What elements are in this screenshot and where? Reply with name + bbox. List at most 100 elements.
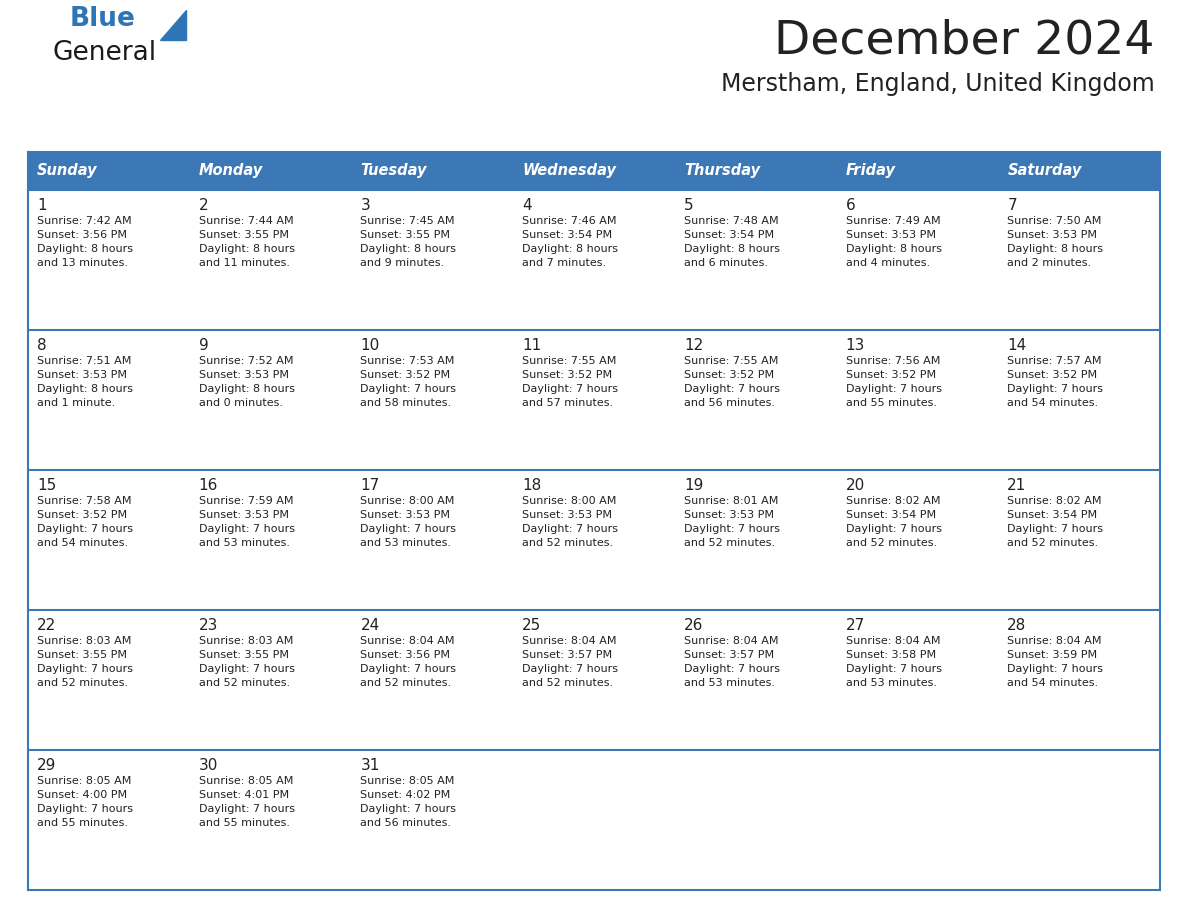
Polygon shape <box>160 10 187 40</box>
Text: Daylight: 7 hours: Daylight: 7 hours <box>198 804 295 814</box>
Text: Thursday: Thursday <box>684 163 760 178</box>
Text: Sunset: 3:53 PM: Sunset: 3:53 PM <box>523 510 612 520</box>
Text: December 2024: December 2024 <box>775 18 1155 63</box>
Bar <box>998 190 1159 330</box>
Text: Daylight: 7 hours: Daylight: 7 hours <box>523 524 618 534</box>
Text: and 52 minutes.: and 52 minutes. <box>684 538 775 548</box>
Text: Sunset: 3:56 PM: Sunset: 3:56 PM <box>37 230 127 240</box>
Bar <box>352 750 513 890</box>
Text: Daylight: 7 hours: Daylight: 7 hours <box>37 664 133 674</box>
Text: and 55 minutes.: and 55 minutes. <box>846 398 936 408</box>
Text: 22: 22 <box>37 618 56 633</box>
Text: Sunset: 3:52 PM: Sunset: 3:52 PM <box>37 510 127 520</box>
Text: and 2 minutes.: and 2 minutes. <box>1007 258 1092 268</box>
Text: Sunset: 3:56 PM: Sunset: 3:56 PM <box>360 650 450 660</box>
Text: Sunset: 3:57 PM: Sunset: 3:57 PM <box>684 650 775 660</box>
Text: and 55 minutes.: and 55 minutes. <box>37 818 128 828</box>
Text: Sunday: Sunday <box>37 163 97 178</box>
Text: Sunset: 4:01 PM: Sunset: 4:01 PM <box>198 790 289 800</box>
Text: Daylight: 7 hours: Daylight: 7 hours <box>684 664 779 674</box>
Text: Sunrise: 7:58 AM: Sunrise: 7:58 AM <box>37 496 132 506</box>
Bar <box>29 470 190 610</box>
Text: Sunrise: 8:03 AM: Sunrise: 8:03 AM <box>37 636 132 646</box>
Bar <box>190 190 352 330</box>
Bar <box>513 610 675 750</box>
Text: Sunrise: 7:44 AM: Sunrise: 7:44 AM <box>198 216 293 226</box>
Text: Sunrise: 8:05 AM: Sunrise: 8:05 AM <box>360 776 455 786</box>
Text: 14: 14 <box>1007 338 1026 353</box>
Text: General: General <box>52 40 156 66</box>
Text: Sunrise: 8:03 AM: Sunrise: 8:03 AM <box>198 636 293 646</box>
Text: and 55 minutes.: and 55 minutes. <box>198 818 290 828</box>
Text: 13: 13 <box>846 338 865 353</box>
Bar <box>352 330 513 470</box>
Text: Sunrise: 8:04 AM: Sunrise: 8:04 AM <box>684 636 778 646</box>
Bar <box>513 470 675 610</box>
Bar <box>998 750 1159 890</box>
Text: 1: 1 <box>37 198 46 213</box>
Text: Daylight: 7 hours: Daylight: 7 hours <box>1007 524 1104 534</box>
Text: Sunset: 3:58 PM: Sunset: 3:58 PM <box>846 650 936 660</box>
Text: Sunset: 3:57 PM: Sunset: 3:57 PM <box>523 650 612 660</box>
Text: 3: 3 <box>360 198 371 213</box>
Text: Sunset: 4:02 PM: Sunset: 4:02 PM <box>360 790 450 800</box>
Text: Daylight: 7 hours: Daylight: 7 hours <box>37 524 133 534</box>
Text: Daylight: 8 hours: Daylight: 8 hours <box>846 244 942 254</box>
Text: Daylight: 7 hours: Daylight: 7 hours <box>360 804 456 814</box>
Bar <box>352 190 513 330</box>
Text: Sunset: 3:54 PM: Sunset: 3:54 PM <box>1007 510 1098 520</box>
Bar <box>675 330 836 470</box>
Text: Sunrise: 7:53 AM: Sunrise: 7:53 AM <box>360 356 455 366</box>
Text: Sunrise: 7:56 AM: Sunrise: 7:56 AM <box>846 356 940 366</box>
Text: Sunrise: 7:46 AM: Sunrise: 7:46 AM <box>523 216 617 226</box>
Bar <box>513 750 675 890</box>
Text: 11: 11 <box>523 338 542 353</box>
Text: Sunrise: 8:00 AM: Sunrise: 8:00 AM <box>360 496 455 506</box>
Text: and 1 minute.: and 1 minute. <box>37 398 115 408</box>
Text: 2: 2 <box>198 198 208 213</box>
Text: and 9 minutes.: and 9 minutes. <box>360 258 444 268</box>
Text: Sunset: 3:54 PM: Sunset: 3:54 PM <box>523 230 612 240</box>
Text: 17: 17 <box>360 478 380 493</box>
Text: Friday: Friday <box>846 163 896 178</box>
Text: Sunrise: 7:55 AM: Sunrise: 7:55 AM <box>523 356 617 366</box>
Text: Sunset: 4:00 PM: Sunset: 4:00 PM <box>37 790 127 800</box>
Bar <box>29 750 190 890</box>
Text: and 11 minutes.: and 11 minutes. <box>198 258 290 268</box>
Bar <box>675 610 836 750</box>
Bar <box>513 190 675 330</box>
Text: Sunset: 3:54 PM: Sunset: 3:54 PM <box>684 230 775 240</box>
Text: and 57 minutes.: and 57 minutes. <box>523 398 613 408</box>
Text: Sunrise: 8:04 AM: Sunrise: 8:04 AM <box>846 636 940 646</box>
Text: Daylight: 7 hours: Daylight: 7 hours <box>523 664 618 674</box>
Text: Sunset: 3:55 PM: Sunset: 3:55 PM <box>37 650 127 660</box>
Text: Wednesday: Wednesday <box>523 163 617 178</box>
Text: and 56 minutes.: and 56 minutes. <box>684 398 775 408</box>
Bar <box>190 470 352 610</box>
Text: Daylight: 7 hours: Daylight: 7 hours <box>846 664 942 674</box>
Text: and 52 minutes.: and 52 minutes. <box>1007 538 1099 548</box>
Text: 12: 12 <box>684 338 703 353</box>
Text: Daylight: 7 hours: Daylight: 7 hours <box>684 384 779 394</box>
Text: and 54 minutes.: and 54 minutes. <box>1007 398 1099 408</box>
Text: 4: 4 <box>523 198 532 213</box>
Bar <box>836 750 998 890</box>
Text: Sunrise: 7:59 AM: Sunrise: 7:59 AM <box>198 496 293 506</box>
Text: Daylight: 7 hours: Daylight: 7 hours <box>684 524 779 534</box>
Text: Sunrise: 7:49 AM: Sunrise: 7:49 AM <box>846 216 940 226</box>
Text: and 54 minutes.: and 54 minutes. <box>37 538 128 548</box>
Bar <box>675 470 836 610</box>
Text: and 13 minutes.: and 13 minutes. <box>37 258 128 268</box>
Text: Sunset: 3:54 PM: Sunset: 3:54 PM <box>846 510 936 520</box>
Bar <box>352 470 513 610</box>
Text: Sunrise: 7:45 AM: Sunrise: 7:45 AM <box>360 216 455 226</box>
Text: Daylight: 7 hours: Daylight: 7 hours <box>37 804 133 814</box>
Text: and 53 minutes.: and 53 minutes. <box>198 538 290 548</box>
Text: Sunset: 3:53 PM: Sunset: 3:53 PM <box>684 510 773 520</box>
Text: Sunset: 3:59 PM: Sunset: 3:59 PM <box>1007 650 1098 660</box>
Text: Daylight: 8 hours: Daylight: 8 hours <box>37 384 133 394</box>
Text: and 53 minutes.: and 53 minutes. <box>360 538 451 548</box>
Text: Daylight: 8 hours: Daylight: 8 hours <box>1007 244 1104 254</box>
Text: Sunrise: 7:52 AM: Sunrise: 7:52 AM <box>198 356 293 366</box>
Bar <box>190 750 352 890</box>
